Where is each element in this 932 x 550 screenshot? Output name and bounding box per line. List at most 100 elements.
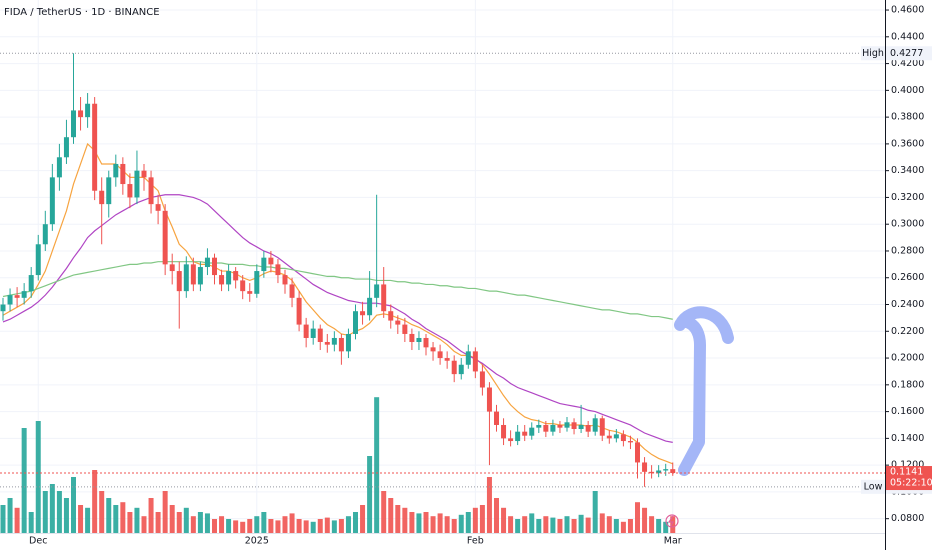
candle-body [21, 291, 27, 298]
candle-body [472, 351, 478, 372]
volume-bar [564, 516, 570, 533]
grid [0, 0, 885, 533]
candle-body [212, 257, 217, 276]
candle-body [282, 275, 288, 285]
candle-body [7, 295, 13, 305]
y-tick-label: 0.3600 [891, 138, 924, 149]
volume-bar [176, 512, 182, 533]
moving-average-line [2, 142, 673, 465]
candle-body [670, 469, 676, 474]
volume-bar [536, 519, 542, 533]
candle-body [585, 424, 591, 432]
volume-bar [642, 507, 648, 533]
volume-bar [63, 498, 69, 533]
volume-bar [35, 421, 41, 533]
candle-body [303, 324, 309, 338]
candle-body [268, 257, 274, 265]
volume-bar [317, 519, 323, 533]
volume-bar [141, 516, 147, 533]
volume-bar [324, 517, 330, 533]
candle-body [233, 271, 239, 281]
volume-bar [381, 491, 387, 533]
volume-bar [155, 512, 161, 533]
volume-bar [656, 519, 662, 533]
volume-bar [606, 516, 612, 533]
candle-body [409, 333, 415, 342]
candle-body [627, 441, 633, 443]
volume-bar [49, 484, 55, 533]
candle-body [345, 333, 351, 352]
high-label-bg [861, 46, 885, 61]
y-tick-label: 0.4600 [891, 5, 924, 16]
volume-bar [310, 521, 316, 533]
candle-body [423, 337, 429, 348]
candle-body [169, 264, 175, 272]
y-tick-label: 0.3200 [891, 192, 924, 203]
candle-body [310, 328, 316, 338]
volume-bar [599, 513, 605, 533]
candle-body [501, 424, 507, 439]
candle-body [635, 442, 640, 463]
candle-body [99, 190, 105, 205]
candle-body [620, 434, 626, 442]
candle-body [571, 422, 577, 429]
volume-bar [268, 519, 274, 533]
volume-bar [522, 516, 528, 533]
y-tick-label: 0.4400 [891, 31, 924, 42]
volume-bar [479, 505, 485, 533]
candle-body [71, 110, 76, 138]
volume-bar [204, 513, 210, 533]
x-tick-label: Feb [467, 536, 484, 547]
candle-body [592, 418, 598, 432]
candle-body [35, 244, 41, 276]
x-tick-label: Mar [664, 536, 682, 547]
volume-bar [275, 520, 281, 533]
y-tick-label: 0.1400 [891, 433, 924, 444]
volume-bar [183, 507, 189, 533]
candle-body [360, 311, 366, 316]
y-tick-label: 0.1600 [891, 406, 924, 417]
volume-bar [247, 519, 253, 533]
y-tick-label: 0.1800 [891, 379, 924, 390]
candle-body [240, 280, 246, 292]
candle-body [613, 434, 619, 439]
candle-body [550, 424, 556, 432]
candle-body [515, 431, 521, 442]
candle-body [176, 271, 182, 292]
candle-body [317, 328, 323, 342]
volume-bar [289, 513, 295, 533]
candle-body [56, 157, 62, 178]
x-tick-label: Dec [29, 536, 47, 547]
volume-bar [14, 507, 20, 533]
volume-bar [99, 491, 105, 533]
candle-body [155, 204, 161, 211]
candle-body [331, 337, 337, 345]
high-label: High [862, 48, 884, 59]
countdown: 05:22:10 [890, 478, 932, 489]
volume-bar [501, 507, 507, 533]
volume-bar [423, 512, 429, 533]
volume-bar [127, 512, 133, 533]
candle-body [254, 271, 260, 294]
volume-bar [0, 505, 6, 533]
candle-body [578, 424, 584, 429]
volume-bar [585, 517, 591, 533]
y-tick-label: 0.2400 [891, 299, 924, 310]
candle-body [557, 424, 563, 428]
candle-body [458, 364, 464, 375]
candle-body [522, 431, 528, 436]
volume-bar [663, 521, 669, 533]
candle-body [437, 351, 443, 359]
volume-bar [71, 477, 76, 533]
high-value-bg [886, 46, 932, 61]
volume-bar [120, 502, 126, 533]
volume-bar [360, 505, 366, 533]
candle-body [416, 337, 422, 342]
volume-bar [233, 520, 239, 533]
axes: 0.08000.10000.12000.14000.16000.18000.20… [0, 5, 932, 547]
candle-body [78, 110, 84, 118]
volume-bar [494, 498, 499, 533]
volume-bar [670, 516, 676, 533]
event-icon-bolt [667, 515, 674, 527]
volume-bar [437, 513, 443, 533]
